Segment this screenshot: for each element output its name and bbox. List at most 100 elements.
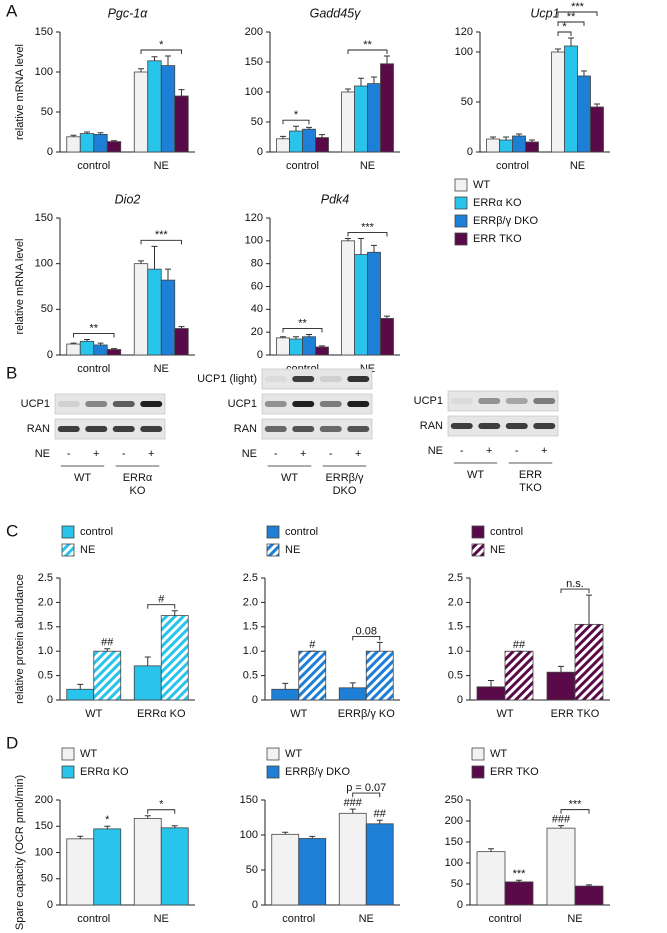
error-bar (558, 825, 564, 829)
y-tick-label: 0 (257, 146, 263, 158)
error-bar (594, 103, 600, 107)
bar (93, 133, 108, 153)
x-tick-label: NE (154, 363, 169, 375)
blot-strip (447, 390, 559, 412)
significance-label: # (309, 639, 316, 651)
error-bar (345, 238, 351, 241)
significance-label: * (105, 814, 110, 826)
blot-band (112, 426, 135, 432)
error-bar (171, 610, 178, 616)
genotype-label: WT (74, 472, 91, 484)
significance-label: *** (155, 229, 169, 241)
y-tick-label: 0 (257, 349, 263, 361)
significance-bracket (560, 588, 590, 594)
blot-band (140, 401, 163, 407)
legend-label: control (285, 526, 318, 538)
legend-label: control (490, 526, 523, 538)
x-tick-label: control (282, 913, 315, 925)
error-bar (84, 131, 90, 134)
y-tick-label: 1.5 (448, 621, 463, 633)
treatment-label: NE (428, 445, 443, 457)
y-tick-label: 50 (461, 96, 473, 108)
x-tick-label: control (488, 913, 521, 925)
blot-strip (261, 393, 373, 415)
bar (365, 823, 394, 906)
treatment-sign: - (122, 448, 126, 460)
legend-label: control (80, 526, 113, 538)
y-tick-label: 100 (245, 86, 263, 98)
bar (499, 139, 513, 153)
error-bar (358, 77, 364, 86)
bar (338, 812, 367, 906)
y-tick-label: 0 (47, 899, 53, 911)
bar (512, 135, 526, 153)
y-axis-label: Spare capacity (OCR pmol/min) (14, 775, 26, 930)
y-tick-label: 2.0 (38, 596, 53, 608)
y-tick-label: 150 (240, 794, 258, 806)
y-axis-label: relative mRNA level (14, 44, 26, 140)
error-bar (384, 315, 390, 319)
significance-label: ## (513, 639, 526, 651)
x-tick-label: control (77, 913, 110, 925)
bar (365, 650, 394, 701)
blot-band (292, 401, 315, 407)
error-bar (371, 76, 377, 84)
bar (302, 128, 316, 153)
bar (66, 136, 81, 153)
error-bar (555, 48, 561, 52)
error-bar (111, 140, 117, 142)
error-bar (77, 835, 84, 839)
legend-swatch (454, 232, 468, 246)
chart-title: Gadd45γ (310, 6, 361, 20)
blot-band (264, 426, 287, 432)
legend-label: ERRα KO (473, 197, 522, 209)
error-bar (586, 594, 592, 625)
bar (504, 881, 534, 906)
bar (551, 51, 565, 153)
blot-band (450, 398, 473, 404)
x-tick-label: ERRα KO (137, 708, 186, 720)
y-tick-label: 2.0 (448, 596, 463, 608)
bar (160, 65, 176, 153)
y-tick-label: 100 (35, 66, 53, 78)
bar (276, 138, 290, 153)
y-tick-label: 150 (445, 836, 463, 848)
y-axis-label: relative protein abundance (14, 574, 26, 704)
bar (367, 83, 381, 153)
y-tick-label: 80 (251, 258, 263, 270)
significance-label: *** (571, 1, 585, 13)
x-tick-label: NE (360, 160, 375, 172)
y-tick-label: 2.5 (448, 572, 463, 584)
bar (546, 827, 576, 906)
bar (147, 268, 162, 356)
blot-band (85, 426, 108, 432)
y-tick-label: 200 (445, 815, 463, 827)
x-tick-label: NE (154, 913, 169, 925)
significance-label: ### (552, 814, 571, 826)
y-tick-label: 50 (41, 106, 53, 118)
genotype-label: ERR TKO (519, 469, 542, 494)
significance-bracket (352, 635, 381, 641)
bar (476, 686, 506, 701)
y-tick-label: 100 (240, 829, 258, 841)
legend-swatch (61, 525, 75, 539)
treatment-sign: + (300, 448, 306, 460)
significance-bracket (352, 792, 381, 798)
bar (271, 688, 300, 701)
bar (160, 827, 189, 906)
error-bar (586, 884, 592, 887)
blot-band (57, 401, 80, 407)
error-bar (70, 342, 77, 345)
error-bar (529, 139, 535, 142)
error-bar (171, 825, 178, 828)
error-bar (358, 238, 364, 255)
bar (341, 240, 355, 356)
treatment-sign: + (355, 448, 361, 460)
significance-bracket (347, 232, 388, 237)
bar (341, 91, 355, 153)
error-bar (104, 825, 111, 829)
legend-swatch (61, 543, 75, 557)
y-tick-label: 200 (35, 794, 53, 806)
blot-band (140, 426, 163, 432)
y-tick-label: 0.5 (38, 670, 53, 682)
